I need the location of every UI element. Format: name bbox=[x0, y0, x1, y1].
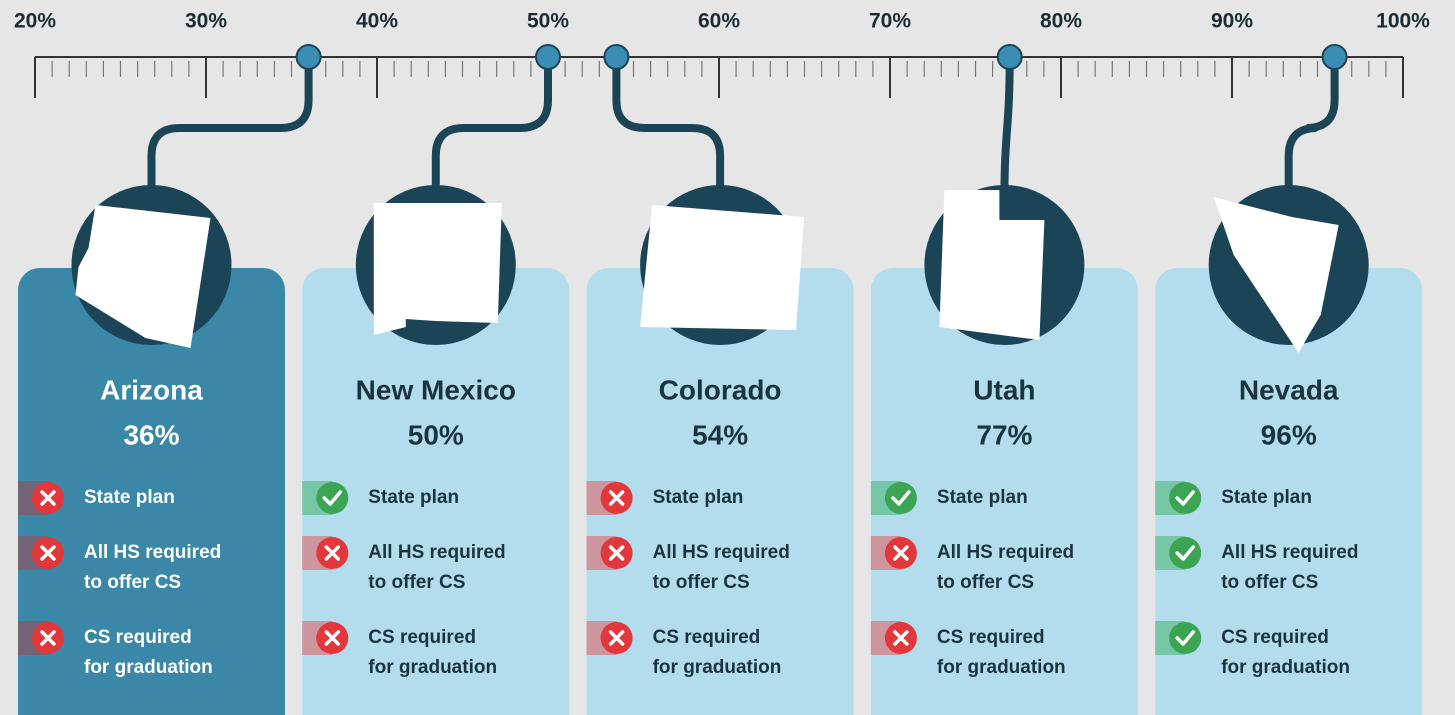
state-shape bbox=[75, 205, 211, 348]
check-mark bbox=[322, 490, 343, 506]
criterion-label: to offer CS bbox=[937, 572, 1034, 593]
tick-label: 100% bbox=[1376, 10, 1430, 33]
criterion-label: All HS required bbox=[368, 542, 505, 563]
connector bbox=[1284, 57, 1339, 200]
criterion-label: All HS required bbox=[84, 542, 221, 563]
status-icon bbox=[1169, 537, 1202, 569]
marker bbox=[603, 44, 630, 70]
tick-label: 50% bbox=[527, 10, 569, 33]
state-percent: 36% bbox=[123, 419, 179, 450]
cross-mark bbox=[40, 490, 56, 506]
cross-mark bbox=[324, 630, 341, 646]
criterion-label: for graduation bbox=[368, 657, 497, 678]
cross-mark bbox=[893, 545, 909, 561]
connector bbox=[1000, 56, 1014, 201]
cross-mark bbox=[40, 545, 56, 561]
criterion-label: CS required bbox=[368, 627, 476, 648]
marker bbox=[535, 44, 561, 70]
state-shape bbox=[373, 203, 502, 335]
criterion-label: All HS required bbox=[1221, 542, 1358, 563]
state-name: Nevada bbox=[1239, 374, 1339, 405]
criterion-label: CS required bbox=[84, 627, 192, 648]
tick-label: 40% bbox=[356, 10, 398, 33]
cross-mark bbox=[608, 630, 625, 646]
criterion-label: State plan bbox=[653, 487, 744, 508]
criterion-label: State plan bbox=[368, 487, 459, 508]
criterion-label: for graduation bbox=[937, 657, 1066, 678]
criterion-label: State plan bbox=[937, 487, 1028, 508]
state-shape bbox=[1213, 197, 1339, 353]
criterion-label: for graduation bbox=[84, 657, 213, 678]
state-shape bbox=[640, 205, 805, 330]
state-percent: 77% bbox=[976, 419, 1032, 450]
card bbox=[586, 268, 854, 715]
tick-label: 30% bbox=[185, 10, 227, 33]
connector bbox=[147, 57, 313, 200]
tick-label: 20% bbox=[14, 10, 56, 33]
state-name: Colorado bbox=[659, 374, 782, 405]
criterion-label: to offer CS bbox=[84, 572, 181, 593]
state-percent: 50% bbox=[408, 419, 464, 450]
status-icon bbox=[884, 482, 917, 514]
cross-mark bbox=[608, 490, 625, 506]
state-name: Utah bbox=[973, 374, 1035, 405]
state-name: New Mexico bbox=[356, 374, 516, 405]
criterion-label: State plan bbox=[84, 487, 175, 508]
card bbox=[302, 268, 570, 715]
state-percent: 96% bbox=[1261, 419, 1317, 450]
check-mark bbox=[1175, 630, 1195, 646]
criterion-label: CS required bbox=[1221, 627, 1329, 648]
tick-label: 80% bbox=[1040, 10, 1082, 33]
criterion-label: All HS required bbox=[937, 542, 1074, 563]
criterion-label: State plan bbox=[1221, 487, 1312, 508]
criterion-label: for graduation bbox=[1221, 657, 1350, 678]
check-mark bbox=[1175, 545, 1195, 561]
cross-mark bbox=[40, 630, 56, 646]
tick-label: 60% bbox=[698, 10, 740, 33]
status-icon bbox=[1169, 482, 1202, 514]
status-icon bbox=[1169, 622, 1202, 654]
cross-mark bbox=[893, 630, 909, 646]
cross-mark bbox=[608, 545, 625, 561]
criterion-label: for graduation bbox=[653, 657, 782, 678]
marker bbox=[295, 44, 322, 70]
criterion-label: to offer CS bbox=[1221, 572, 1318, 593]
tick-label: 70% bbox=[869, 10, 911, 33]
state-shape bbox=[939, 190, 1045, 340]
card bbox=[18, 268, 285, 715]
state-percent: 54% bbox=[692, 419, 748, 450]
criterion-label: CS required bbox=[653, 627, 761, 648]
card bbox=[1155, 268, 1423, 715]
criterion-label: to offer CS bbox=[368, 572, 465, 593]
criterion-label: CS required bbox=[937, 627, 1045, 648]
check-mark bbox=[891, 490, 911, 506]
marker bbox=[1321, 44, 1348, 70]
card bbox=[870, 268, 1138, 715]
state-name: Arizona bbox=[100, 374, 203, 405]
cross-mark bbox=[324, 545, 341, 561]
criterion-label: to offer CS bbox=[653, 572, 750, 593]
criterion-label: All HS required bbox=[653, 542, 790, 563]
connector bbox=[612, 57, 725, 200]
connector bbox=[431, 57, 552, 200]
marker bbox=[996, 44, 1023, 70]
check-mark bbox=[1175, 490, 1195, 506]
tick-label: 90% bbox=[1211, 10, 1253, 33]
status-icon bbox=[316, 482, 349, 514]
